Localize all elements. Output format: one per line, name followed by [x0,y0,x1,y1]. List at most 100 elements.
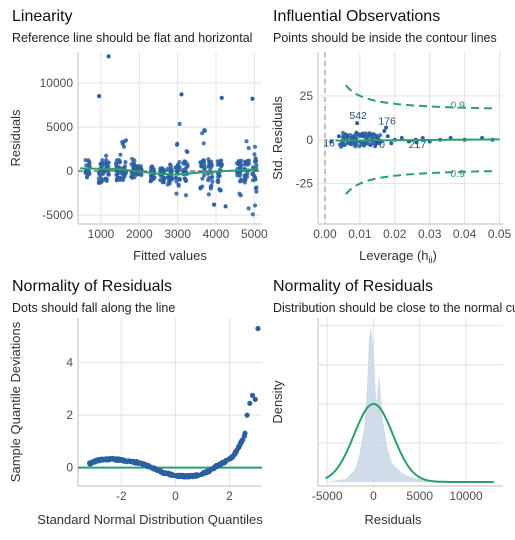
data-point [177,159,182,165]
data-point [361,142,366,147]
x-tick-label: 10000 [449,489,483,503]
data-point [382,128,387,133]
qq-point [241,433,247,439]
density-title: Normality of Residuals [273,278,434,295]
data-point [132,162,137,167]
data-point [254,189,259,194]
y-axis-label: Residuals [8,109,23,167]
qq-plot: -2 0 2 0 2 4 Standard Normal Distribution Quan… [8,318,263,527]
qq-title: Normality of Residuals [12,278,173,295]
data-point [378,133,383,138]
fit-line [335,138,500,142]
data-point [174,191,179,196]
data-point [176,183,181,188]
x-tick-label: 0.03 [418,227,442,241]
y-axis-label: Sample Quantile Deviations [8,321,23,482]
influence-panel: Influential Observations Points should b… [268,0,515,270]
x-axis-label: Leverage (hii) [359,248,437,265]
y-tick-label: 0 [66,461,73,475]
data-point [177,121,182,126]
data-point [252,144,258,149]
data-point [253,158,259,164]
data-point [158,166,163,171]
data-point [174,175,179,181]
x-tick-label: 0.00 [313,227,337,241]
data-point [184,149,189,154]
x-tick-label: 0.04 [453,227,477,241]
linearity-panel: Linearity Reference line should be flat … [0,0,268,270]
data-point [239,163,244,168]
data-point [250,212,255,217]
data-point [250,171,255,177]
data-point [100,158,105,163]
y-tick-label: 4 [66,356,73,370]
x-axis-label: Residuals [364,512,422,527]
normal-curve [324,402,494,483]
data-point [102,161,107,166]
data-point [168,167,173,172]
data-point [208,185,213,190]
data-point [238,178,244,184]
qq-point [215,462,221,468]
data-point [202,128,207,133]
qq-point [187,473,193,479]
data-point [244,139,249,144]
density-subtitle: Distribution should be close to the norm… [273,301,515,315]
data-point [185,164,190,169]
data-point [150,164,155,169]
data-point [210,179,215,184]
outlier-point [179,92,184,97]
contour-line-lower [345,170,496,195]
data-point [329,139,334,144]
data-point [158,178,163,183]
data-point [350,136,355,140]
qq-panel: Normality of Residuals Dots should fall … [0,270,268,540]
qq-point [194,472,200,478]
y-tick-label: 5000 [46,120,73,134]
data-point [252,174,257,180]
data-point [420,136,425,140]
data-point [215,179,220,184]
x-tick-label: 0.02 [383,227,407,241]
x-tick-label: 0.01 [348,227,372,241]
data-point [253,186,258,191]
data-point [84,163,89,168]
y-tick-label: 2 [66,408,73,422]
linearity-plot: 1000 2000 3000 4000 5000 -5000 0 5000 10000 Fitte… [8,52,268,263]
qq-point [153,466,159,472]
qq-extreme-point [244,412,250,418]
qq-point [145,463,151,469]
x-tick-label: 1000 [88,227,115,241]
data-point [86,158,91,163]
data-point [340,130,345,135]
x-tick-label: -5000 [312,489,343,503]
data-point [384,125,389,130]
influence-subtitle: Points should be inside the contour line… [273,31,497,45]
qq-point [91,458,97,464]
y-tick-label: -5000 [42,208,73,222]
data-point [120,141,125,147]
data-point [87,161,92,166]
density-panel: Normality of Residuals Distribution shou… [268,270,515,540]
data-point [355,121,360,126]
data-point [206,157,211,162]
x-axis-label: Fitted values [133,248,207,263]
data-point [358,132,363,137]
data-point [357,144,362,149]
y-axis-label: Density [270,380,285,424]
x-axis-label: Standard Normal Distribution Quantiles [37,512,263,527]
data-point [341,134,346,139]
linearity-subtitle: Reference line should be flat and horizo… [12,31,253,45]
y-axis-label: Std. Residuals [270,96,285,180]
data-point [238,193,243,198]
data-point [201,158,206,163]
data-point [243,177,248,182]
point-label: 176 [378,115,396,127]
data-point [206,176,212,181]
data-point [385,134,390,139]
data-point [246,145,251,151]
data-point [139,167,144,172]
data-point [174,179,179,184]
data-point [106,164,111,169]
x-tick-label: 2 [226,489,233,503]
